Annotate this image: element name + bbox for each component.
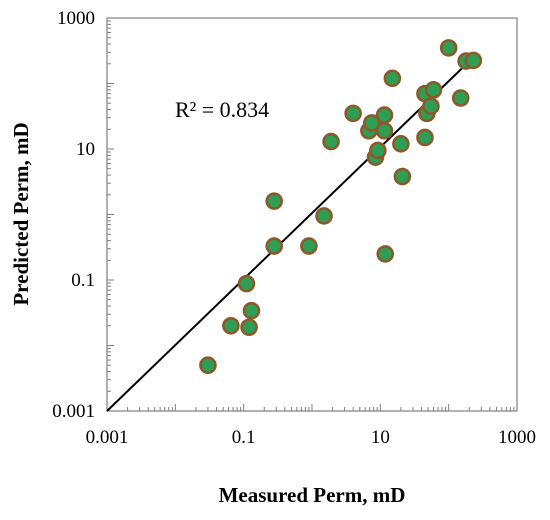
data-point (375, 121, 394, 140)
trendline (106, 57, 473, 412)
data-point (422, 97, 440, 116)
x-tick-label: 0.1 (232, 427, 256, 448)
data-point (464, 51, 483, 70)
data-point (300, 237, 318, 255)
data-point (416, 128, 434, 147)
y-axis-title: Predicted Perm, mD (9, 122, 33, 305)
data-point (242, 301, 261, 320)
data-point (222, 316, 240, 335)
y-tick-label: 0.1 (71, 270, 95, 291)
data-point (375, 106, 394, 124)
data-points (199, 39, 483, 375)
y-tick-label: 1000 (57, 8, 95, 29)
data-point (392, 135, 410, 153)
data-point (376, 245, 395, 263)
y-tick-label: 10 (76, 139, 95, 160)
data-point (383, 69, 402, 88)
data-point (240, 318, 258, 337)
x-tick-label: 10 (371, 427, 390, 448)
y-minor-ticks (107, 20, 114, 412)
data-point (315, 207, 333, 225)
data-point (265, 192, 284, 210)
r-squared-annotation: R² = 0.834 (175, 97, 269, 122)
data-point (322, 132, 340, 151)
data-point (344, 104, 362, 123)
data-point (451, 89, 470, 107)
data-point (424, 81, 443, 99)
y-tick-labels: 0.001 0.1 10 1000 (52, 8, 95, 422)
x-tick-label: 0.001 (86, 427, 129, 448)
y-tick-label: 0.001 (52, 401, 95, 422)
data-point (362, 114, 381, 132)
data-point (393, 167, 412, 186)
x-axis-title: Measured Perm, mD (219, 483, 406, 507)
x-tick-label: 1000 (498, 427, 536, 448)
data-point (199, 356, 217, 375)
data-point (439, 39, 458, 57)
data-point (265, 237, 284, 255)
data-point (237, 274, 256, 293)
x-tick-labels: 0.001 0.1 10 1000 (86, 427, 536, 448)
data-point (369, 141, 387, 160)
x-minor-ticks (106, 404, 515, 411)
